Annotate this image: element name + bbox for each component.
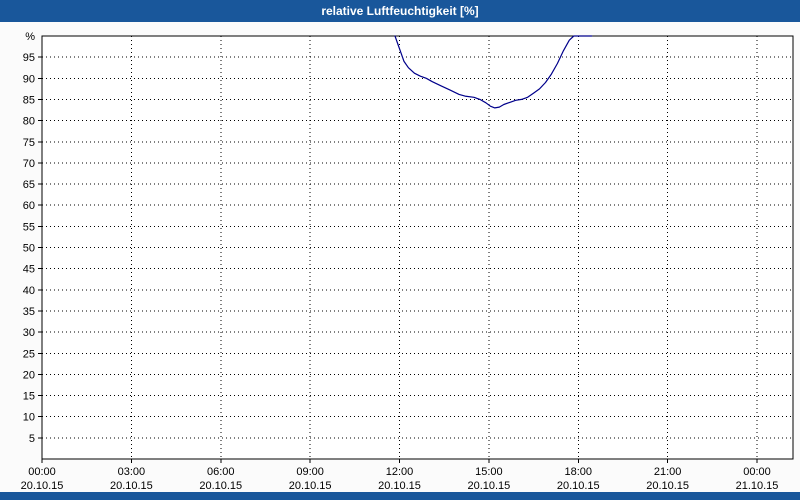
bottom-accent-bar [0,492,800,500]
x-tick-date-label: 20.10.15 [646,480,689,492]
y-tick-label: 30 [23,327,35,339]
plot-frame [41,35,794,460]
y-tick-label: 10 [23,412,35,424]
y-tick-label: 20 [23,369,35,381]
x-tick-time-label: 03:00 [118,466,146,478]
x-tick-time-label: 18:00 [564,466,592,478]
x-tick-time-label: 06:00 [207,466,235,478]
y-tick-label: 90 [23,73,35,85]
chart-area: 00:00 20.10.15 03:00 20.10.15 06:00 20.10.15 0… [0,22,800,492]
y-tick-label: 55 [23,221,35,233]
y-tick-label: 65 [23,179,35,191]
y-tick-label: 5 [29,433,35,445]
x-tick-date-label: 20.10.15 [557,480,600,492]
x-tick-date-label: 20.10.15 [110,480,153,492]
x-tick-time-label: 09:00 [296,466,324,478]
y-tick-label: 25 [23,348,35,360]
y-tick-label: 85 [23,94,35,106]
series-line-humidity [394,35,593,109]
y-tick-label: 60 [23,200,35,212]
x-tick-time-label: 00:00 [28,466,56,478]
x-tick-date-label: 21.10.15 [736,480,779,492]
x-tick-date-label: 20.10.15 [21,480,64,492]
x-tick-date-label: 20.10.15 [378,480,421,492]
x-tick-time-label: 15:00 [475,466,503,478]
y-tick-label: 40 [23,285,35,297]
y-tick-label: 35 [23,306,35,318]
y-tick-label: 80 [23,116,35,128]
x-tick-time-label: 21:00 [654,466,682,478]
chart-title-bar: relative Luftfeuchtigkeit [%] [0,0,800,22]
y-tick-label: 50 [23,243,35,255]
y-tick-label: 95 [23,52,35,64]
x-tick-date-label: 20.10.15 [467,480,510,492]
x-tick-time-label: 00:00 [743,466,771,478]
x-tick-date-label: 20.10.15 [289,480,332,492]
y-tick-label: 70 [23,158,35,170]
y-tick-label: 45 [23,264,35,276]
y-tick-label: 15 [23,391,35,403]
y-tick-label: 75 [23,137,35,149]
chart-title: relative Luftfeuchtigkeit [%] [321,4,479,18]
y-axis-unit-label: % [25,31,35,43]
x-tick-date-label: 20.10.15 [199,480,242,492]
humidity-line-chart: 00:00 20.10.15 03:00 20.10.15 06:00 20.10.15 0… [21,31,794,492]
x-tick-time-label: 12:00 [386,466,414,478]
